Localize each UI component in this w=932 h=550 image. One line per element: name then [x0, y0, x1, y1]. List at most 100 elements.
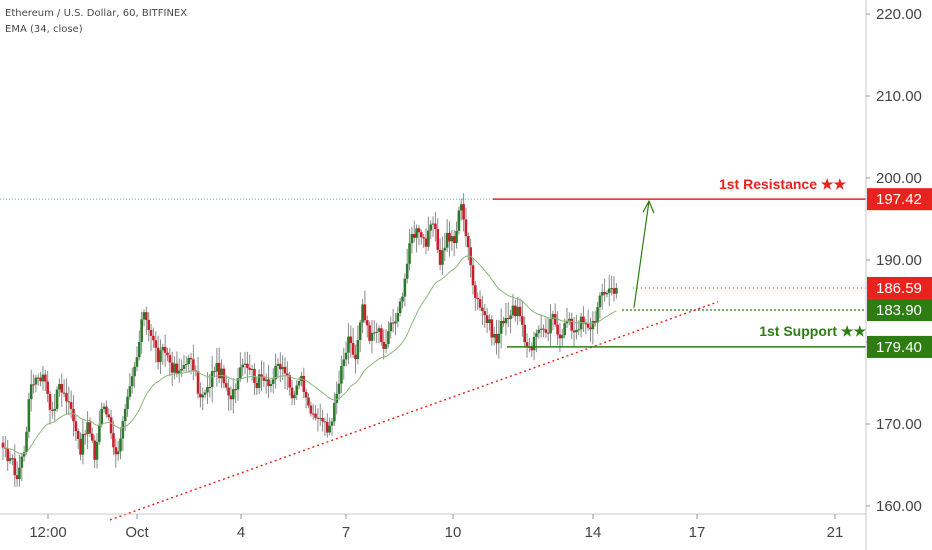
candle-body [55, 389, 59, 409]
candle-body [220, 368, 223, 379]
candle [274, 353, 277, 389]
candle-body [365, 320, 369, 326]
candle-body [44, 374, 47, 382]
candle [330, 417, 334, 436]
candle [485, 307, 489, 333]
candle [563, 318, 566, 339]
candle-body [166, 352, 169, 356]
candle-body [133, 366, 136, 377]
candle-body [330, 421, 334, 426]
candle [95, 433, 99, 469]
candle [187, 354, 190, 373]
candle [107, 408, 111, 421]
candle-body [537, 329, 541, 334]
candle [25, 426, 28, 455]
candle-body [81, 433, 85, 455]
candle [511, 293, 515, 319]
candle [502, 316, 505, 327]
candle-body [121, 421, 125, 439]
candle-body [232, 389, 235, 400]
candle-body [192, 359, 195, 371]
candle-body [405, 263, 409, 279]
candle [537, 325, 541, 339]
candle-body [615, 287, 618, 294]
candle [561, 328, 564, 347]
target-arrow-head [642, 199, 655, 214]
candle [318, 403, 322, 426]
candle-body [436, 229, 440, 250]
candle-body [450, 236, 454, 242]
candle [549, 304, 552, 348]
candle [119, 427, 122, 460]
candle-body [264, 379, 268, 381]
candle [255, 376, 259, 395]
candle [410, 226, 414, 254]
candle [553, 303, 557, 328]
candle-body [239, 367, 242, 379]
candle-body [340, 366, 343, 384]
ema-indicator-label[interactable]: EMA (34, close) [5, 24, 83, 35]
candle [316, 408, 320, 432]
candle-body [417, 228, 421, 233]
candle-body [311, 413, 315, 415]
candle-body [279, 363, 282, 370]
candle-body [203, 392, 207, 395]
candle-body [128, 386, 132, 397]
y-tick-label: 170.00 [876, 416, 922, 433]
candle [476, 292, 479, 311]
candle [271, 368, 275, 394]
candle [243, 351, 247, 375]
candle [32, 374, 35, 394]
candle [363, 290, 367, 324]
candle-body [422, 237, 425, 239]
candle [558, 323, 562, 353]
candle [166, 347, 169, 361]
candle-body [95, 441, 99, 460]
candle [121, 416, 125, 451]
candle [499, 308, 503, 349]
candle-body [323, 421, 327, 423]
candle [250, 364, 254, 381]
candle-body [467, 236, 470, 248]
candle [565, 307, 569, 329]
candle [140, 311, 143, 354]
candle [464, 208, 468, 247]
candle [441, 236, 444, 275]
candle-body [60, 384, 64, 393]
labels-layer: 1st Resistance ★★ 1st Support ★★ [719, 176, 866, 339]
candle [600, 283, 604, 310]
candle [314, 405, 317, 421]
candle [356, 325, 360, 365]
resistance-label: 1st Resistance ★★ [719, 176, 846, 192]
candle [91, 427, 94, 444]
candle [436, 218, 440, 253]
candle [389, 316, 393, 339]
candle-body [344, 352, 348, 360]
candle-body [248, 368, 252, 370]
candle [579, 312, 583, 338]
candle-body [147, 319, 150, 330]
candle-body [217, 362, 221, 379]
candle-body [51, 409, 54, 411]
candle [220, 359, 223, 389]
candle [443, 233, 447, 262]
candle-body [490, 319, 494, 338]
candle [138, 330, 141, 361]
candle [215, 348, 219, 387]
candle [596, 301, 599, 334]
candle [44, 369, 47, 391]
candle-body [161, 346, 165, 351]
candle [27, 392, 31, 439]
resistance-price-tag-text: 197.42 [876, 191, 922, 208]
candle [481, 295, 484, 326]
candle-body [591, 321, 595, 330]
candle-body [314, 413, 317, 418]
candle [434, 211, 437, 242]
y-tick-label: 220.00 [876, 6, 922, 23]
candle [222, 365, 226, 389]
candle [504, 302, 508, 336]
candle-body [20, 456, 24, 468]
candle [147, 312, 150, 342]
x-tick-label: 21 [827, 524, 844, 541]
